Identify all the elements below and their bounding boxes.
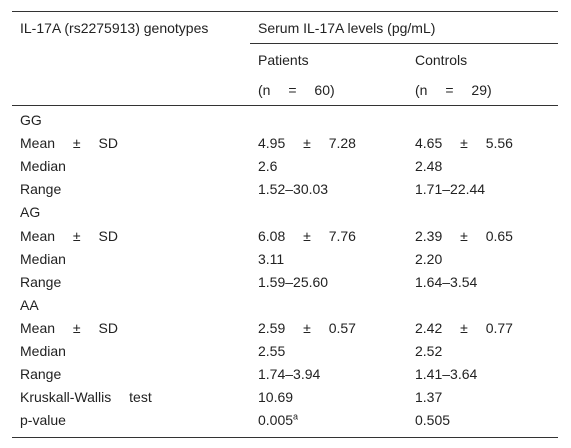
row-label: AG — [20, 204, 41, 221]
cell: 1.52–30.03 — [258, 181, 329, 198]
row-label: GG — [20, 112, 42, 128]
cell: 1.74–3.94 — [258, 366, 321, 383]
row-label: Range — [20, 273, 62, 290]
header-cell: IL-17A (rs2275913) genotypes — [20, 20, 209, 36]
rule — [12, 437, 558, 438]
row-label: Median — [20, 250, 66, 267]
rule — [250, 43, 558, 44]
header-group: Serum IL-17A levels (pg/mL) — [258, 20, 436, 36]
cell: 4.95 ± 7.28 — [258, 135, 356, 152]
rule — [12, 105, 558, 106]
cell: 1.64–3.54 — [415, 273, 478, 290]
cell: 2.55 — [258, 343, 286, 359]
cell: 0.005a — [258, 411, 298, 429]
cell: 2.59 ± 0.57 — [258, 319, 356, 336]
row-label: Kruskall-Wallis test — [20, 389, 152, 406]
row-label: Mean ± SD — [20, 227, 118, 244]
row-label: p-value — [20, 412, 66, 429]
column-name: Controls — [415, 52, 468, 68]
cell: 2.20 — [415, 250, 443, 267]
cell: 2.48 — [415, 158, 443, 175]
footnote-mark: a — [293, 411, 299, 422]
cell: 1.37 — [415, 389, 443, 406]
row-label: AA — [20, 296, 39, 313]
row-label: Median — [20, 343, 66, 359]
cell: 6.08 ± 7.76 — [258, 227, 356, 244]
row-label: Mean ± SD — [20, 135, 118, 152]
cell: 2.39 ± 0.65 — [415, 227, 513, 244]
cell: 10.69 — [258, 389, 294, 406]
column-name: Patients — [258, 52, 309, 68]
cell: 2.42 ± 0.77 — [415, 319, 513, 336]
column-n: (n = 60) — [258, 82, 335, 98]
row-label: Range — [20, 181, 62, 198]
cell: 1.59–25.60 — [258, 273, 329, 290]
cell: 1.41–3.64 — [415, 366, 478, 383]
row-label: Mean ± SD — [20, 319, 118, 336]
cell: 0.505 — [415, 412, 451, 429]
cell: 1.71–22.44 — [415, 181, 486, 198]
cell: 4.65 ± 5.56 — [415, 135, 513, 152]
row-label: Median — [20, 158, 66, 175]
row-label: Range — [20, 366, 62, 383]
cell: 2.6 — [258, 158, 278, 175]
cell: 2.52 — [415, 343, 443, 359]
rule — [12, 11, 558, 12]
cell-text: 0.005 — [258, 412, 294, 429]
column-n: (n = 29) — [415, 82, 492, 98]
cell: 3.11 — [258, 250, 285, 267]
